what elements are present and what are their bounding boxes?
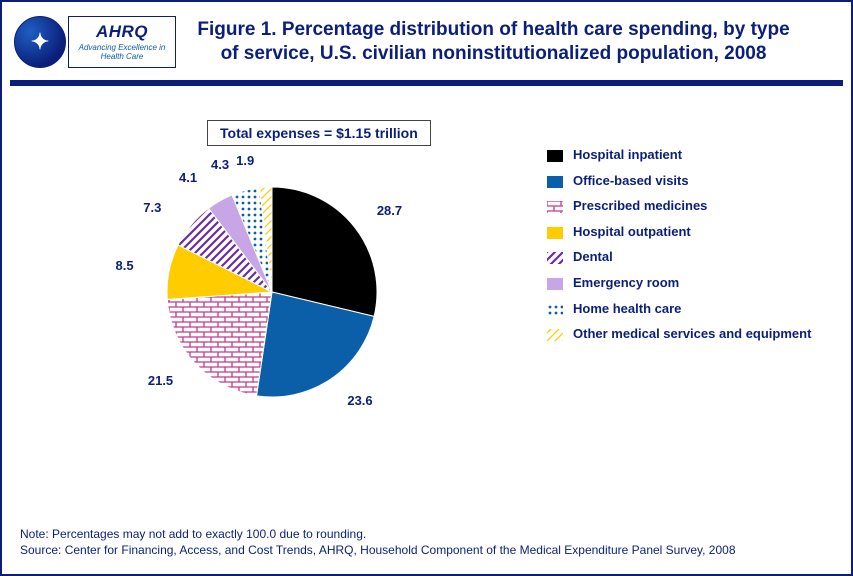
legend-label: Dental bbox=[573, 249, 613, 265]
ahrq-tagline: Advancing Excellence in Health Care bbox=[73, 44, 171, 62]
pie-slice-label: 4.3 bbox=[211, 157, 229, 172]
footer-note: Note: Percentages may not add to exactly… bbox=[20, 526, 833, 542]
legend-item: Emergency room bbox=[547, 275, 827, 291]
legend: Hospital inpatient Office-based visits Pre… bbox=[547, 147, 827, 352]
pie-slice-label: 8.5 bbox=[116, 258, 134, 273]
legend-item: Dental bbox=[547, 249, 827, 265]
total-expenses-box: Total expenses = $1.15 trillion bbox=[207, 120, 431, 146]
legend-swatch-icon bbox=[547, 304, 563, 316]
header: ✦ AHRQ Advancing Excellence in Health Ca… bbox=[2, 2, 851, 68]
hhs-bird-icon: ✦ bbox=[31, 29, 49, 55]
legend-swatch-icon bbox=[547, 227, 563, 239]
legend-item: Prescribed medicines bbox=[547, 198, 827, 214]
legend-label: Other medical services and equipment bbox=[573, 326, 811, 342]
legend-swatch-icon bbox=[547, 252, 563, 264]
legend-item: Office-based visits bbox=[547, 173, 827, 189]
legend-label: Hospital inpatient bbox=[573, 147, 682, 163]
pie-slice bbox=[167, 292, 272, 396]
pie-chart: 28.723.621.58.57.34.14.31.9 bbox=[122, 172, 422, 432]
pie-slice-label: 4.1 bbox=[179, 170, 197, 185]
legend-label: Hospital outpatient bbox=[573, 224, 691, 240]
ahrq-logo: AHRQ Advancing Excellence in Health Care bbox=[68, 16, 176, 68]
legend-item: Other medical services and equipment bbox=[547, 326, 827, 342]
pie-slice-label: 1.9 bbox=[236, 153, 254, 168]
title-divider bbox=[10, 80, 843, 86]
legend-swatch-icon bbox=[547, 278, 563, 290]
pie-slice-label: 21.5 bbox=[148, 373, 173, 388]
legend-item: Hospital inpatient bbox=[547, 147, 827, 163]
figure: ✦ AHRQ Advancing Excellence in Health Ca… bbox=[0, 0, 853, 576]
legend-label: Prescribed medicines bbox=[573, 198, 707, 214]
footer-source: Source: Center for Financing, Access, an… bbox=[20, 542, 833, 558]
pie-holder bbox=[162, 182, 382, 402]
legend-swatch-icon bbox=[547, 201, 563, 213]
ahrq-name: AHRQ bbox=[96, 22, 148, 42]
legend-label: Emergency room bbox=[573, 275, 679, 291]
logos: ✦ AHRQ Advancing Excellence in Health Ca… bbox=[14, 16, 176, 68]
pie-slice-label: 23.6 bbox=[347, 393, 372, 408]
legend-swatch-icon bbox=[547, 150, 563, 162]
hhs-logo-icon: ✦ bbox=[14, 16, 66, 68]
legend-label: Home health care bbox=[573, 301, 681, 317]
pie-slice-label: 7.3 bbox=[143, 200, 161, 215]
legend-swatch-icon bbox=[547, 329, 563, 341]
figure-title: Figure 1. Percentage distribution of hea… bbox=[176, 12, 831, 66]
legend-swatch-icon bbox=[547, 176, 563, 188]
legend-item: Hospital outpatient bbox=[547, 224, 827, 240]
legend-label: Office-based visits bbox=[573, 173, 689, 189]
pie-slice-label: 28.7 bbox=[377, 203, 402, 218]
figure-footer: Note: Percentages may not add to exactly… bbox=[20, 526, 833, 558]
legend-item: Home health care bbox=[547, 301, 827, 317]
